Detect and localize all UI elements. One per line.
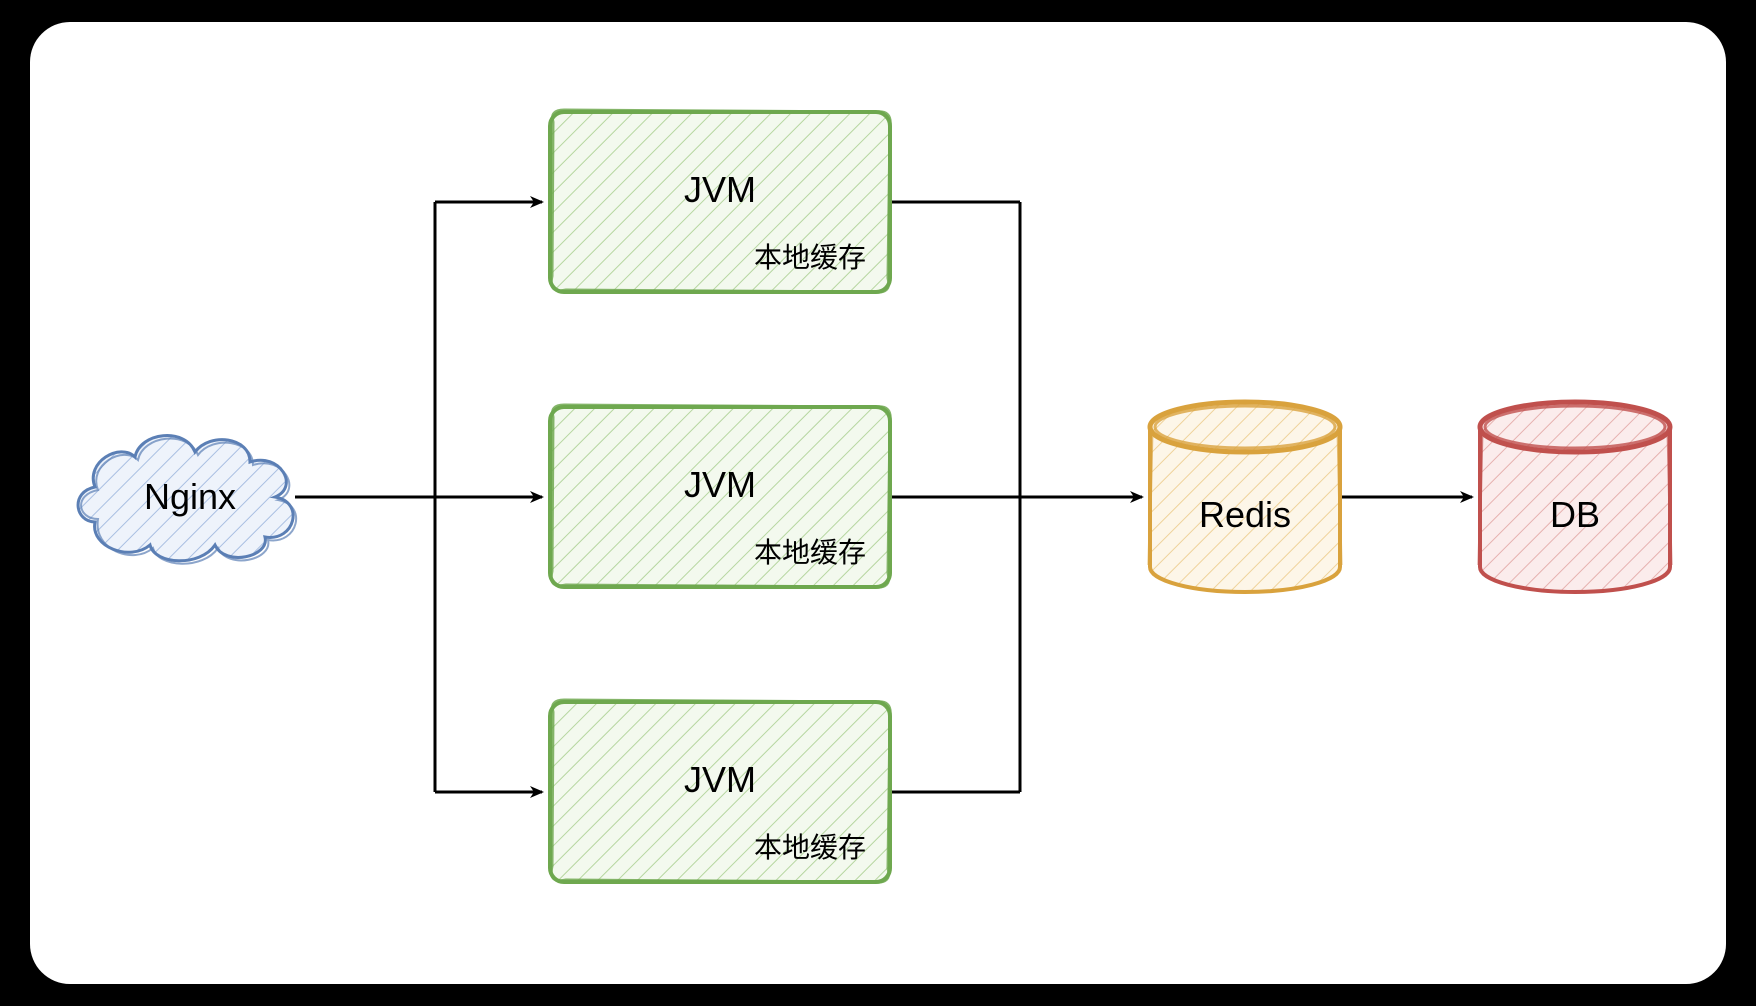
node-jvm3: JVM 本地缓存	[550, 700, 890, 882]
node-redis: Redis	[1149, 402, 1341, 592]
node-jvm1: JVM 本地缓存	[550, 110, 890, 292]
jvm2-subtitle: 本地缓存	[754, 537, 866, 568]
diagram-panel: Nginx JVM 本地缓存 JVM 本地缓存 JVM	[30, 22, 1726, 984]
jvm3-subtitle: 本地缓存	[754, 832, 866, 863]
diagram-svg: Nginx JVM 本地缓存 JVM 本地缓存 JVM	[30, 22, 1726, 984]
nginx-label: Nginx	[144, 476, 236, 517]
jvm1-subtitle: 本地缓存	[754, 242, 866, 273]
redis-label: Redis	[1199, 494, 1291, 535]
jvm1-title: JVM	[684, 169, 756, 210]
node-jvm2: JVM 本地缓存	[550, 405, 890, 587]
node-db: DB	[1479, 402, 1671, 592]
jvm2-title: JVM	[684, 464, 756, 505]
node-nginx: Nginx	[78, 436, 296, 564]
db-label: DB	[1550, 494, 1600, 535]
jvm3-title: JVM	[684, 759, 756, 800]
